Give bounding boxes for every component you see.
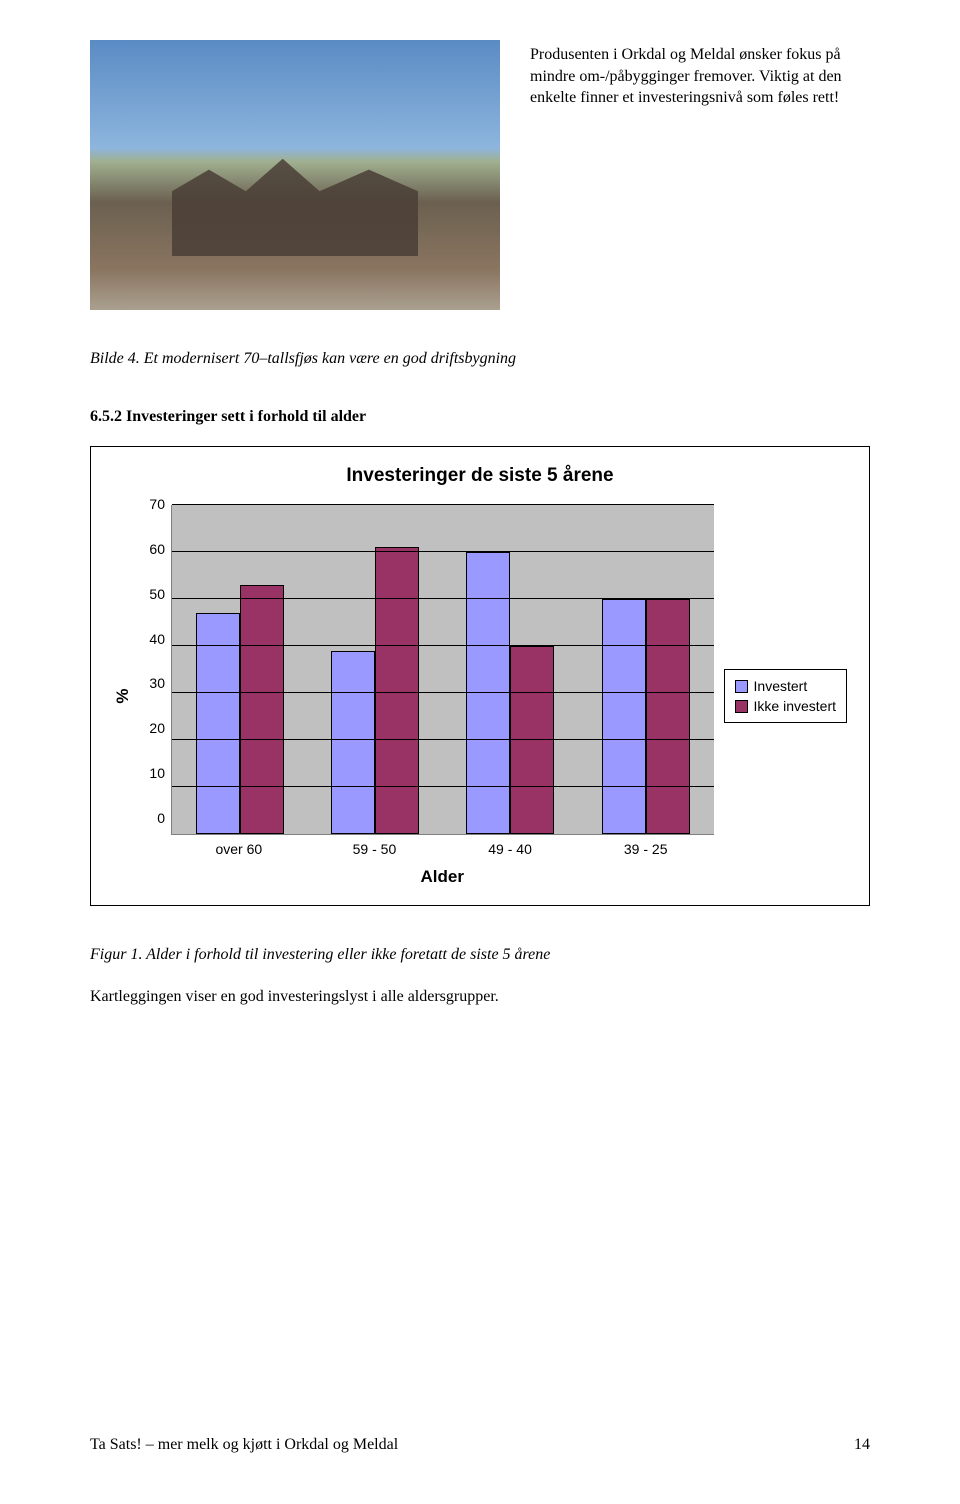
bars-layer bbox=[172, 505, 714, 834]
y-tick-label: 60 bbox=[143, 541, 165, 557]
y-axis-label: % bbox=[113, 686, 133, 706]
gridline bbox=[172, 692, 714, 693]
legend-swatch bbox=[735, 680, 748, 693]
bar-group bbox=[307, 505, 442, 834]
gridline bbox=[172, 598, 714, 599]
chart-title: Investeringer de siste 5 årene bbox=[113, 465, 847, 487]
body-paragraph: Kartleggingen viser en god investeringsl… bbox=[90, 986, 870, 1008]
x-tick-label: 39 - 25 bbox=[578, 841, 714, 857]
photo-farm-buildings bbox=[90, 40, 500, 310]
legend-item: Ikke investert bbox=[735, 696, 836, 716]
legend-label: Investert bbox=[754, 678, 808, 694]
x-tick-label: 49 - 40 bbox=[442, 841, 578, 857]
image-caption: Bilde 4. Et modernisert 70–tallsfjøs kan… bbox=[90, 350, 870, 368]
legend-item: Investert bbox=[735, 676, 836, 696]
legend-swatch bbox=[735, 700, 748, 713]
bar bbox=[466, 552, 510, 834]
top-row: Produsenten i Orkdal og Meldal ønsker fo… bbox=[90, 40, 870, 310]
chart-container: Investeringer de siste 5 årene % 0 10 20 30… bbox=[90, 446, 870, 906]
x-axis-label: Alder bbox=[171, 867, 714, 887]
bar bbox=[646, 599, 690, 834]
y-axis-ticks: 0 10 20 30 40 50 60 70 bbox=[143, 496, 171, 826]
bar bbox=[602, 599, 646, 834]
gridline bbox=[172, 739, 714, 740]
gridline bbox=[172, 504, 714, 505]
y-tick-label: 0 bbox=[143, 810, 165, 826]
bar-group bbox=[443, 505, 578, 834]
chart-legend: Investert Ikke investert bbox=[724, 669, 847, 723]
y-tick-label: 20 bbox=[143, 720, 165, 736]
x-axis-ticks: over 6059 - 5049 - 4039 - 25 bbox=[171, 841, 714, 857]
gridline bbox=[172, 551, 714, 552]
y-tick-label: 10 bbox=[143, 765, 165, 781]
section-heading: 6.5.2 Investeringer sett i forhold til a… bbox=[90, 408, 870, 426]
page-number: 14 bbox=[854, 1436, 870, 1454]
plot-area bbox=[171, 505, 714, 835]
bar bbox=[240, 585, 284, 834]
y-tick-label: 70 bbox=[143, 496, 165, 512]
gridline bbox=[172, 645, 714, 646]
bar bbox=[331, 651, 375, 834]
y-tick-label: 40 bbox=[143, 631, 165, 647]
bar bbox=[196, 613, 240, 834]
footer-left-text: Ta Sats! – mer melk og kjøtt i Orkdal og… bbox=[90, 1436, 398, 1454]
intro-paragraph: Produsenten i Orkdal og Meldal ønsker fo… bbox=[530, 40, 870, 310]
plot-column: 010203040506070 over 6059 - 5049 - 4039 … bbox=[143, 505, 714, 887]
bar bbox=[375, 547, 419, 834]
plot-row: 010203040506070 bbox=[143, 505, 714, 835]
bar-group bbox=[578, 505, 713, 834]
bar-group bbox=[172, 505, 307, 834]
legend-label: Ikke investert bbox=[754, 698, 836, 714]
x-tick-label: over 60 bbox=[171, 841, 307, 857]
chart-body: % 010203040506070 over 6059 - 5049 - 403… bbox=[113, 505, 847, 887]
x-tick-label: 59 - 50 bbox=[307, 841, 443, 857]
figure-caption: Figur 1. Alder i forhold til investering… bbox=[90, 946, 870, 964]
bar bbox=[510, 646, 554, 834]
y-tick-label: 50 bbox=[143, 586, 165, 602]
gridline bbox=[172, 786, 714, 787]
y-tick-label: 30 bbox=[143, 675, 165, 691]
page-footer: Ta Sats! – mer melk og kjøtt i Orkdal og… bbox=[90, 1436, 870, 1454]
